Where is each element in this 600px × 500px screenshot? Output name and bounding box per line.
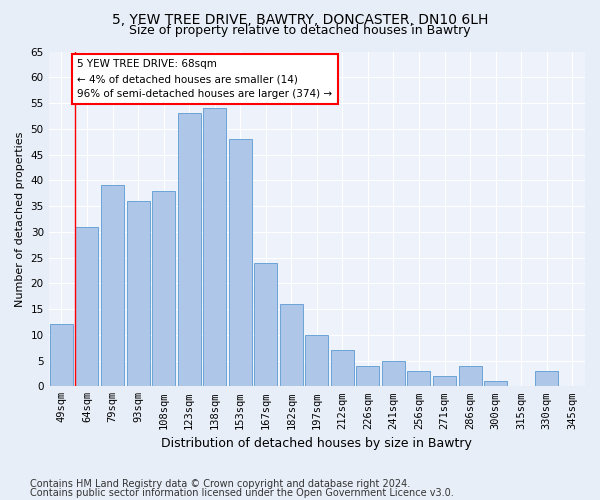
Bar (76, 226, 98, 386)
Text: 5, YEW TREE DRIVE, BAWTRY, DONCASTER, DN10 6LH: 5, YEW TREE DRIVE, BAWTRY, DONCASTER, DN… (112, 12, 488, 26)
Bar (254, 262, 277, 386)
Text: Contains public sector information licensed under the Open Government Licence v3: Contains public sector information licen… (30, 488, 454, 498)
Bar (382, 360, 405, 386)
Bar (331, 350, 354, 387)
X-axis label: Distribution of detached houses by size in Bawtry: Distribution of detached houses by size … (161, 437, 472, 450)
Bar (484, 381, 507, 386)
Bar (356, 366, 379, 386)
Bar (433, 376, 456, 386)
Text: Size of property relative to detached houses in Bawtry: Size of property relative to detached ho… (129, 24, 471, 37)
Text: Contains HM Land Registry data © Crown copyright and database right 2024.: Contains HM Land Registry data © Crown c… (30, 479, 410, 489)
Bar (305, 335, 328, 386)
Bar (101, 186, 124, 386)
Bar (127, 201, 149, 386)
Text: 5 YEW TREE DRIVE: 68sqm
← 4% of detached houses are smaller (14)
96% of semi-det: 5 YEW TREE DRIVE: 68sqm ← 4% of detached… (77, 59, 332, 99)
Bar (203, 108, 226, 386)
Bar (229, 139, 252, 386)
Bar (407, 371, 430, 386)
Bar (50, 324, 73, 386)
Bar (152, 190, 175, 386)
Bar (535, 371, 558, 386)
Bar (458, 366, 482, 386)
Bar (280, 304, 303, 386)
Bar (178, 114, 200, 386)
Y-axis label: Number of detached properties: Number of detached properties (15, 131, 25, 306)
